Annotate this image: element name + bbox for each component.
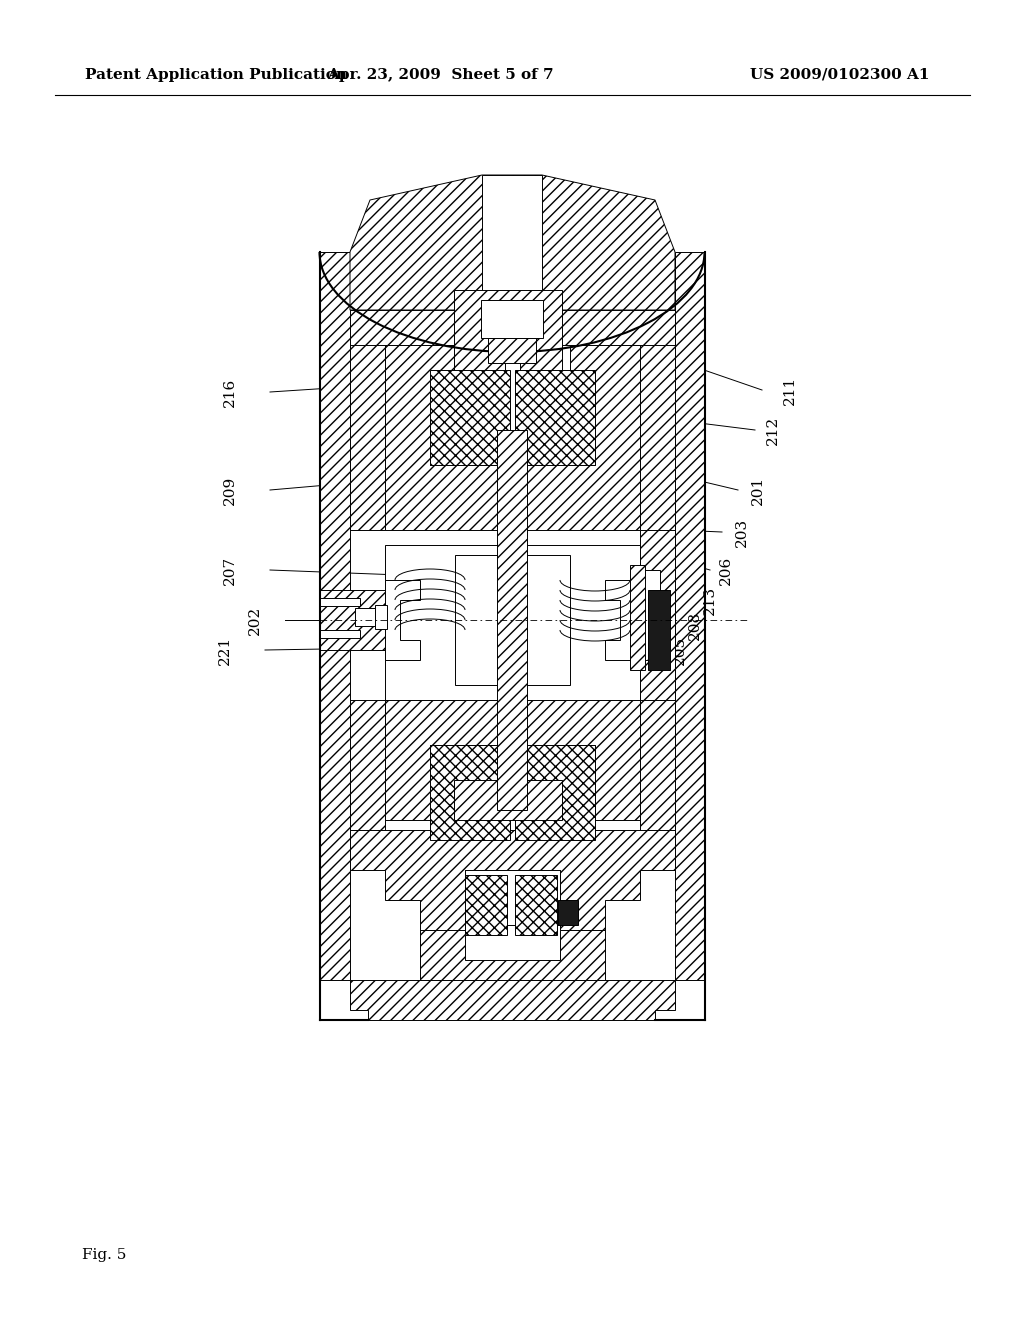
Polygon shape (350, 310, 675, 345)
Bar (515, 875, 557, 935)
Polygon shape (385, 345, 640, 531)
Bar (481, 300, 543, 338)
Text: 221: 221 (218, 635, 232, 665)
Bar (455, 554, 570, 685)
Polygon shape (385, 700, 640, 820)
Polygon shape (350, 979, 675, 1020)
Polygon shape (385, 545, 640, 700)
Polygon shape (350, 176, 675, 310)
Polygon shape (385, 579, 420, 660)
Text: 201: 201 (751, 475, 765, 504)
Polygon shape (605, 579, 640, 660)
Polygon shape (482, 176, 542, 310)
Bar (430, 744, 510, 840)
Text: 213: 213 (703, 586, 717, 615)
Text: 209: 209 (223, 475, 237, 504)
Text: 208: 208 (688, 610, 702, 640)
Polygon shape (640, 531, 675, 700)
Polygon shape (640, 700, 675, 830)
Bar (630, 565, 645, 671)
Polygon shape (640, 310, 675, 531)
Text: 202: 202 (248, 606, 262, 635)
Polygon shape (350, 310, 385, 531)
Text: 207: 207 (223, 556, 237, 585)
Text: 203: 203 (735, 517, 749, 546)
Text: Patent Application Publication: Patent Application Publication (85, 69, 347, 82)
Bar (515, 370, 595, 465)
Text: 212: 212 (766, 416, 780, 445)
Polygon shape (350, 830, 675, 931)
Text: Fig. 5: Fig. 5 (82, 1247, 126, 1262)
Bar (558, 900, 578, 925)
Bar (465, 870, 560, 925)
Bar (488, 338, 536, 363)
Text: 211: 211 (783, 375, 797, 405)
Bar (375, 605, 387, 630)
Bar (319, 598, 360, 606)
Bar (648, 590, 670, 671)
Text: 206: 206 (719, 556, 733, 585)
Text: 205: 205 (673, 635, 687, 664)
Bar (465, 875, 507, 935)
Polygon shape (319, 252, 350, 979)
Text: Apr. 23, 2009  Sheet 5 of 7: Apr. 23, 2009 Sheet 5 of 7 (327, 69, 553, 82)
Bar (497, 430, 527, 810)
Polygon shape (675, 252, 705, 979)
Bar (515, 744, 595, 840)
Text: 216: 216 (223, 378, 237, 407)
Polygon shape (454, 780, 562, 820)
Bar (430, 370, 510, 465)
Bar (355, 609, 375, 626)
Polygon shape (350, 700, 385, 830)
Polygon shape (454, 290, 562, 430)
Bar (319, 630, 360, 638)
Polygon shape (420, 931, 605, 979)
Polygon shape (319, 590, 385, 649)
Text: 204: 204 (658, 665, 672, 694)
Text: US 2009/0102300 A1: US 2009/0102300 A1 (750, 69, 930, 82)
